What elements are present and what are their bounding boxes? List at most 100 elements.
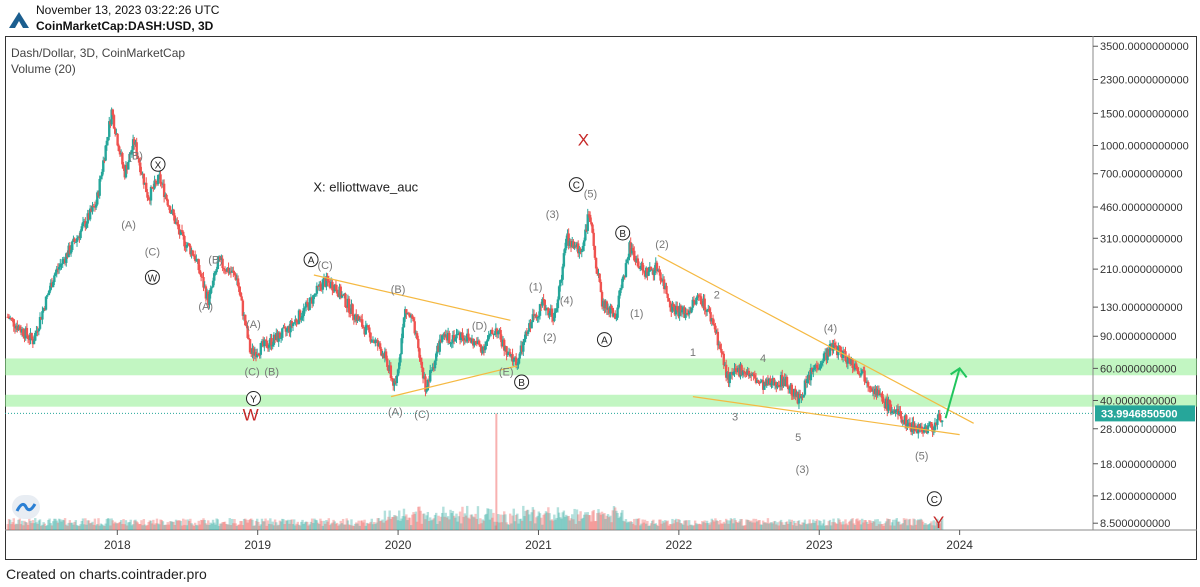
candle-body (839, 346, 842, 353)
volume-bar (73, 521, 76, 530)
volume-bar (621, 510, 624, 530)
volume-bar (778, 521, 782, 530)
candle-body (99, 176, 103, 179)
volume-bar (12, 518, 15, 530)
volume-bar (233, 519, 236, 530)
volume-bar (809, 523, 813, 530)
candle-body (176, 221, 179, 225)
candle-body (665, 285, 668, 294)
volume-bar (458, 511, 462, 530)
wave-label-minor: (4) (824, 323, 837, 335)
volume-bar (405, 514, 408, 530)
volume-bar (690, 524, 693, 530)
volume-bar (471, 516, 475, 530)
volume-bar (102, 525, 105, 530)
volume-bar (629, 521, 632, 530)
chart-nav-button[interactable] (12, 495, 40, 519)
volume-bar (806, 524, 809, 530)
candle-body (722, 353, 725, 366)
volume-bar (105, 519, 109, 530)
volume-bar (74, 520, 78, 530)
volume-bar (794, 523, 797, 530)
volume-bar (124, 520, 128, 530)
candle-body (828, 344, 832, 356)
volume-bar (374, 524, 377, 530)
volume-bar (36, 523, 39, 530)
candle-body (616, 307, 619, 318)
candle-body (25, 328, 29, 336)
volume-bar (211, 519, 215, 530)
candle-body (456, 333, 459, 335)
candle-body (542, 299, 545, 301)
volume-bar (921, 521, 925, 530)
volume-bar (880, 524, 883, 530)
volume-bar (503, 511, 506, 530)
candle-body (868, 386, 871, 388)
volume-bar (417, 506, 420, 530)
price-chart[interactable]: 3500.0000000000 2300.0000000000 1500.00000… (5, 36, 1197, 560)
volume-bar (47, 519, 50, 530)
candle-body (655, 262, 659, 272)
candle-body (462, 337, 465, 341)
volume-bar (172, 521, 175, 530)
candle-body (140, 172, 143, 174)
volume-bar (437, 515, 440, 530)
volume-bar (452, 515, 456, 530)
volume-bar (846, 525, 850, 530)
volume-bar (936, 518, 939, 530)
candle-body (366, 325, 370, 328)
candle-body (759, 381, 762, 383)
candle-body (855, 363, 858, 369)
volume-bar (94, 525, 98, 530)
volume-bar (153, 524, 156, 530)
candle-body (264, 339, 267, 341)
volume-bar (739, 519, 742, 530)
x-tick-label: 2024 (946, 538, 973, 552)
candle-body (491, 329, 494, 334)
volume-bar (820, 525, 823, 530)
candle-body (526, 331, 530, 334)
volume-bar (639, 525, 642, 530)
volume-bar (423, 513, 426, 530)
volume-bar (676, 522, 679, 530)
volume-bar (798, 524, 802, 530)
volume-bar (571, 514, 574, 530)
volume-bar (42, 522, 45, 530)
candle-body (806, 378, 809, 383)
candle-body (672, 304, 675, 308)
volume-bar (497, 514, 500, 530)
volume-bar (227, 524, 230, 530)
volume-bar (654, 523, 657, 530)
volume-bar (665, 521, 668, 530)
volume-bar (16, 524, 19, 530)
candle-body (114, 128, 117, 134)
candle-body (142, 173, 146, 185)
volume-bar (745, 519, 748, 530)
candle-body (622, 275, 625, 279)
volume-bar (359, 520, 363, 530)
volume-bar (488, 519, 492, 530)
volume-bar (599, 514, 603, 530)
volume-bar (104, 523, 107, 530)
candle-body (116, 133, 119, 146)
volume-bar (407, 517, 410, 530)
volume-bar (613, 507, 617, 530)
candle-body (775, 382, 778, 388)
volume-bar (343, 524, 346, 530)
volume-bar (253, 525, 257, 530)
candle-body (248, 339, 252, 353)
wave-label-minor: (4) (560, 295, 573, 307)
candle-body (425, 390, 428, 392)
candle-body (587, 214, 591, 216)
candle-body (104, 145, 107, 161)
volume-bar (937, 523, 940, 530)
wave-label: C (931, 495, 938, 506)
volume-bar (788, 519, 791, 530)
volume-bar (179, 520, 183, 530)
candle-body (172, 209, 175, 216)
volume-bar (810, 522, 814, 530)
volume-bar (389, 518, 393, 530)
candle-body (691, 299, 694, 308)
volume-bar (362, 522, 365, 530)
candle-body (861, 370, 864, 374)
